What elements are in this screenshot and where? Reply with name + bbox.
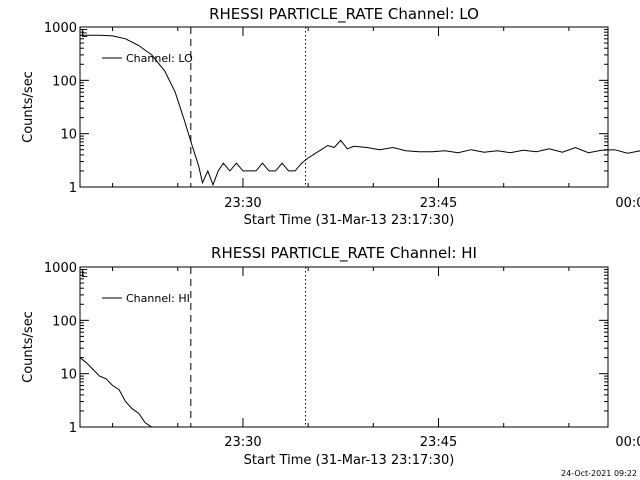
panel-1-x-axis-label: Start Time (31-Mar-13 23:17:30): [244, 213, 455, 228]
panel-1-x-tick-label: 00:00: [615, 196, 640, 211]
panel-2-y-axis-label: Counts/sec: [21, 311, 36, 383]
panel-1-x-tick-label: 23:45: [420, 196, 457, 211]
panel-2-x-tick-label: 00:00: [615, 435, 640, 450]
panel-2-region-label: E: [81, 267, 88, 280]
panel-1-region-label: E: [81, 27, 88, 40]
panel-2-y-tick-label: 10: [60, 368, 77, 383]
panel-2-series-line-1: [79, 357, 165, 428]
panel-1-x-tick-label: 23:30: [224, 196, 261, 211]
panel-1-y-tick-label: 1: [69, 181, 77, 196]
panel-2-x-tick-label: 23:45: [420, 435, 457, 450]
panel-2-chart-title: RHESSI PARTICLE_RATE Channel: HI: [211, 244, 477, 263]
panel-1-y-tick-label: 100: [52, 74, 77, 89]
panel-1-frame: [79, 26, 609, 188]
panel-2-x-tick-label: 23:30: [224, 435, 261, 450]
panel-2-y-tick-label: 1: [69, 421, 77, 436]
panel-2-frame: [79, 266, 609, 428]
panel-1-y-tick-label: 1000: [44, 21, 77, 36]
panel-1-chart-title: RHESSI PARTICLE_RATE Channel: LO: [209, 5, 479, 24]
panel-1-series-line-1: [80, 34, 640, 187]
panel-1-y-axis-label: Counts/sec: [21, 71, 36, 143]
panel-2-x-axis-label: Start Time (31-Mar-13 23:17:30): [244, 453, 455, 468]
panel-2-legend-label: Channel: HI: [126, 292, 190, 305]
panel-2-y-tick-label: 100: [52, 314, 77, 329]
panel-1-y-tick-label: 10: [60, 128, 77, 143]
panel-2-y-tick-label: 1000: [44, 261, 77, 276]
footer-timestamp: 24-Oct-2021 09:22: [561, 469, 637, 478]
panel-1-legend-label: Channel: LO: [126, 52, 193, 65]
